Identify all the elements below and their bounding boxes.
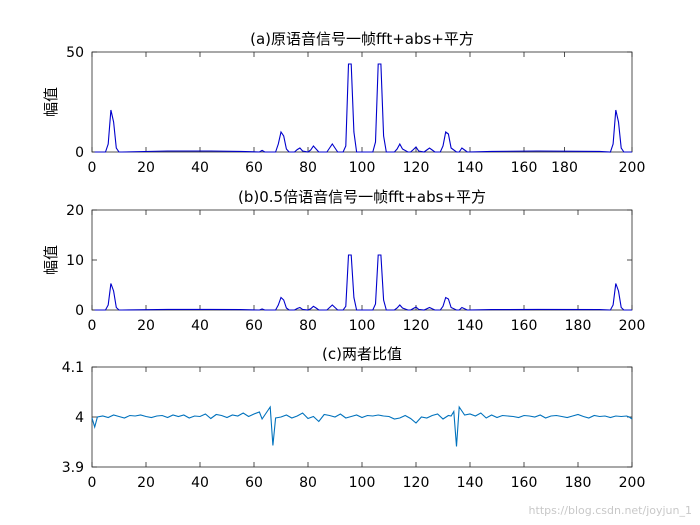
subplot-b-ytick-label: 10 <box>66 253 84 269</box>
subplot-b-ytick-label: 20 <box>66 203 84 219</box>
subplot-a-ylabel: 幅值 <box>42 87 60 117</box>
subplot-c-ytick-label: 4 <box>75 410 84 426</box>
subplot-a-plot-area <box>91 51 633 153</box>
subplot-c-xtick-label: 40 <box>191 475 209 491</box>
subplot-a-ytick-label: 0 <box>75 145 84 161</box>
subplot-a-xtick-label: 80 <box>299 160 317 176</box>
subplot-b-xticks: 0 20 40 60 80 100 120 140 160 180 200 <box>88 210 646 334</box>
subplot-c-title: (c)两者比值 <box>322 345 402 363</box>
subplot-a-ytick-label: 50 <box>66 45 84 61</box>
subplot-c-xtick-label: 60 <box>245 475 263 491</box>
subplot-c-xtick-label: 140 <box>457 475 484 491</box>
subplot-a: (a)原语音信号一帧fft+abs+平方 幅值 0 20 40 60 80 100 120 1… <box>42 30 645 176</box>
subplot-c-xticks: 0 20 40 60 80 100 120 140 160 180 200 <box>88 367 646 491</box>
subplot-a-title: (a)原语音信号一帧fft+abs+平方 <box>250 30 474 48</box>
subplot-a-xtick-label: 200 <box>619 160 646 176</box>
subplot-b-plot-area <box>91 209 633 311</box>
subplot-c-ytick-label: 4.1 <box>62 360 84 376</box>
subplot-c-yticks: 3.9 4 4.1 <box>62 360 632 476</box>
subplot-b-xtick-label: 60 <box>245 318 263 334</box>
subplot-a-xtick-label: 0 <box>88 160 97 176</box>
subplot-b-xtick-label: 200 <box>619 318 646 334</box>
subplot-c-xtick-label: 80 <box>299 475 317 491</box>
subplot-b-series-line <box>94 254 632 311</box>
subplot-c-ytick-label: 3.9 <box>62 460 84 476</box>
subplot-a-xtick-label: 120 <box>403 160 430 176</box>
subplot-c-xtick-label: 120 <box>403 475 430 491</box>
subplot-b-xtick-label: 140 <box>457 318 484 334</box>
subplot-b-title: (b)0.5倍语音信号一帧fft+abs+平方 <box>238 188 486 206</box>
subplot-b-xtick-label: 160 <box>511 318 538 334</box>
subplot-c-xtick-label: 160 <box>511 475 538 491</box>
subplot-b-yticks: 0 10 20 <box>66 203 632 319</box>
subplot-a-xtick-label: 40 <box>191 160 209 176</box>
subplot-c: (c)两者比值 0 20 40 60 80 100 120 140 160 180 200 3.9 4… <box>62 345 646 491</box>
subplot-a-xtick-label: 160 <box>511 160 538 176</box>
subplot-b-xtick-label: 180 <box>565 318 592 334</box>
subplot-a-xticks: 0 20 40 60 80 100 120 140 160 180 200 <box>88 52 646 176</box>
subplot-b-ytick-label: 0 <box>75 303 84 319</box>
subplot-b-xtick-label: 100 <box>349 318 376 334</box>
subplot-b-xtick-label: 80 <box>299 318 317 334</box>
subplot-a-xtick-label: 60 <box>245 160 263 176</box>
subplot-c-xtick-label: 200 <box>619 475 646 491</box>
subplot-b-xtick-label: 120 <box>403 318 430 334</box>
subplot-b: (b)0.5倍语音信号一帧fft+abs+平方 幅值 0 20 40 60 80 100 1… <box>42 188 645 334</box>
subplot-b-xtick-label: 20 <box>137 318 155 334</box>
subplot-c-series-line <box>91 405 633 447</box>
subplot-b-xtick-label: 40 <box>191 318 209 334</box>
subplot-c-xtick-label: 0 <box>88 475 97 491</box>
subplot-c-xtick-label: 180 <box>565 475 592 491</box>
subplot-a-xtick-label: 140 <box>457 160 484 176</box>
subplot-c-xtick-label: 100 <box>349 475 376 491</box>
subplot-a-xtick-label: 180 <box>551 160 578 176</box>
subplot-a-xtick-label: 20 <box>137 160 155 176</box>
subplot-c-xtick-label: 20 <box>137 475 155 491</box>
subplot-a-xtick-label: 100 <box>349 160 376 176</box>
subplot-a-series-line <box>94 63 632 153</box>
subplot-b-xtick-label: 0 <box>88 318 97 334</box>
subplot-b-ylabel: 幅值 <box>42 245 60 275</box>
watermark-text: https://blog.csdn.net/joyjun_1 <box>528 504 692 517</box>
